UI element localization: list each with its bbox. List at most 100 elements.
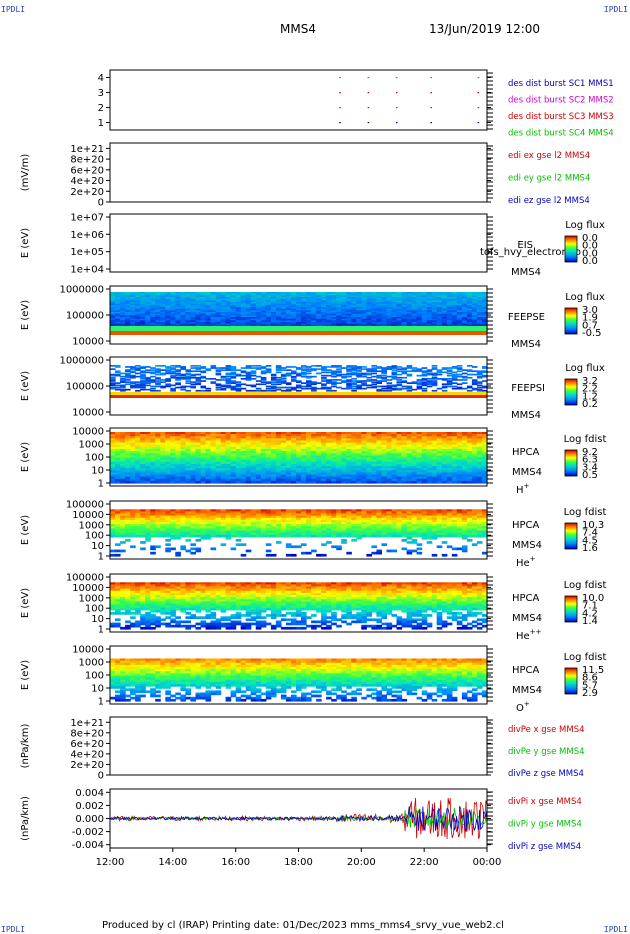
spectrogram-cell: [205, 322, 212, 325]
spectrogram-cell: [280, 317, 287, 320]
spectrogram-cell: [205, 298, 212, 301]
spectrogram-cell: [301, 307, 307, 310]
spectrogram-cell: [135, 303, 141, 306]
spectrogram-cell: [471, 474, 478, 478]
spectrogram-cell: [110, 303, 116, 306]
spectrogram-cell: [421, 318, 428, 321]
spectrogram-cell: [331, 315, 337, 318]
spectrogram-cell: [220, 455, 227, 459]
spectrogram-cell: [381, 480, 387, 484]
spectrogram-cell: [391, 300, 398, 303]
spectrogram-cell: [426, 373, 433, 376]
spectrogram-cell: [150, 310, 156, 313]
spectrogram-cell: [265, 463, 272, 467]
spectrogram-cell: [311, 368, 317, 370]
spectrogram-cell: [446, 385, 453, 388]
spectrogram-cell: [421, 312, 428, 315]
spectrogram-cell: [431, 307, 438, 310]
spectrogram-cell: [235, 317, 242, 320]
spectrogram-cell: [321, 374, 327, 377]
spectrogram-cell: [265, 389, 272, 392]
spectrogram-cell: [361, 461, 367, 465]
spectrogram-cell: [451, 440, 458, 444]
spectrogram-cell: [270, 432, 277, 435]
spectrogram-cell: [471, 308, 478, 311]
spectrogram-cell: [301, 459, 307, 463]
burst-marker: [395, 107, 398, 109]
spectrogram-cell: [140, 517, 146, 521]
spectrogram-cell: [165, 293, 171, 296]
spectrogram-cell: [215, 480, 222, 484]
spectrogram-cell: [321, 444, 327, 448]
spectrogram-cell: [421, 295, 428, 298]
spectrogram-cell: [296, 298, 302, 301]
y-tick-label: 1000000: [59, 285, 104, 296]
spectrogram-cell: [140, 476, 146, 480]
spectrogram-cell: [210, 509, 217, 512]
spectrogram-cell: [140, 472, 146, 476]
spectrogram-cell: [210, 476, 217, 480]
spectrogram-cell: [205, 295, 212, 298]
spectrogram-cell: [406, 385, 413, 388]
spectrogram-cell: [341, 322, 347, 325]
spectrogram-cell: [456, 367, 463, 369]
spectrogram-cell: [155, 368, 161, 370]
spectrogram-cell: [135, 322, 141, 325]
spectrogram-cell: [381, 513, 387, 517]
spectrogram-cell: [280, 455, 287, 459]
spectrogram-cell: [351, 470, 357, 473]
y-axis-label: E (eV): [20, 371, 31, 401]
spectrogram-cell: [225, 449, 232, 452]
spectrogram-cell: [160, 509, 166, 512]
spectrogram-cell: [401, 317, 408, 320]
spectrogram-cell: [185, 322, 191, 325]
spectrogram-cell: [406, 312, 413, 315]
spectrogram-cell: [275, 317, 282, 320]
spectrogram-cell: [135, 446, 141, 450]
spectrogram-cell: [341, 317, 347, 320]
spectrogram-cell: [482, 463, 488, 467]
spectrogram-cell: [130, 444, 136, 448]
spectrogram-cell: [120, 298, 126, 301]
spectrogram-cell: [185, 323, 191, 326]
spectrogram-cell: [140, 388, 146, 391]
spectrogram-cell: [135, 457, 141, 461]
colorbar: [564, 449, 578, 477]
spectrogram-cell: [265, 300, 272, 303]
spectrogram-cell: [446, 307, 453, 310]
spectrogram-cell: [391, 366, 398, 368]
y-tick-label: 4e+20: [70, 176, 104, 187]
spectrogram-cell: [185, 513, 191, 517]
spectrogram-cell: [456, 320, 463, 323]
spectrogram-cell: [446, 292, 453, 295]
spectrogram-cell: [275, 297, 282, 300]
y-tick-label: 4: [98, 73, 104, 84]
spectrogram-cell: [336, 298, 342, 301]
spectrogram-cell: [145, 292, 151, 295]
spectrogram-cell: [140, 313, 146, 316]
spectrogram-cell: [270, 383, 277, 386]
spectrogram-cell: [306, 320, 312, 323]
spectrogram-cell: [436, 438, 443, 442]
spectrogram-cell: [130, 371, 136, 374]
spectrogram-cell: [381, 451, 387, 454]
spectrogram-cell: [431, 384, 438, 387]
spectrogram-cell: [200, 297, 207, 300]
spectrogram-cell: [396, 457, 403, 461]
spectrogram-cell: [466, 310, 473, 313]
spectrogram-cell: [185, 320, 191, 323]
spectrogram-cell: [346, 370, 352, 373]
spectrogram-cell: [140, 432, 146, 435]
spectrogram-cell: [396, 320, 403, 323]
spectrogram-cell: [401, 432, 408, 435]
spectrogram-cell: [150, 308, 156, 311]
spectrogram-cell: [391, 375, 398, 378]
spectrogram-cell: [165, 436, 171, 439]
spectrogram-cell: [230, 509, 237, 512]
spectrogram-cell: [140, 308, 146, 311]
spectrogram-cell: [155, 480, 161, 484]
spectrogram-cell: [416, 509, 423, 512]
spectrogram-cell: [200, 298, 207, 301]
spectrogram-cell: [245, 509, 252, 512]
spectrogram-cell: [230, 432, 237, 435]
